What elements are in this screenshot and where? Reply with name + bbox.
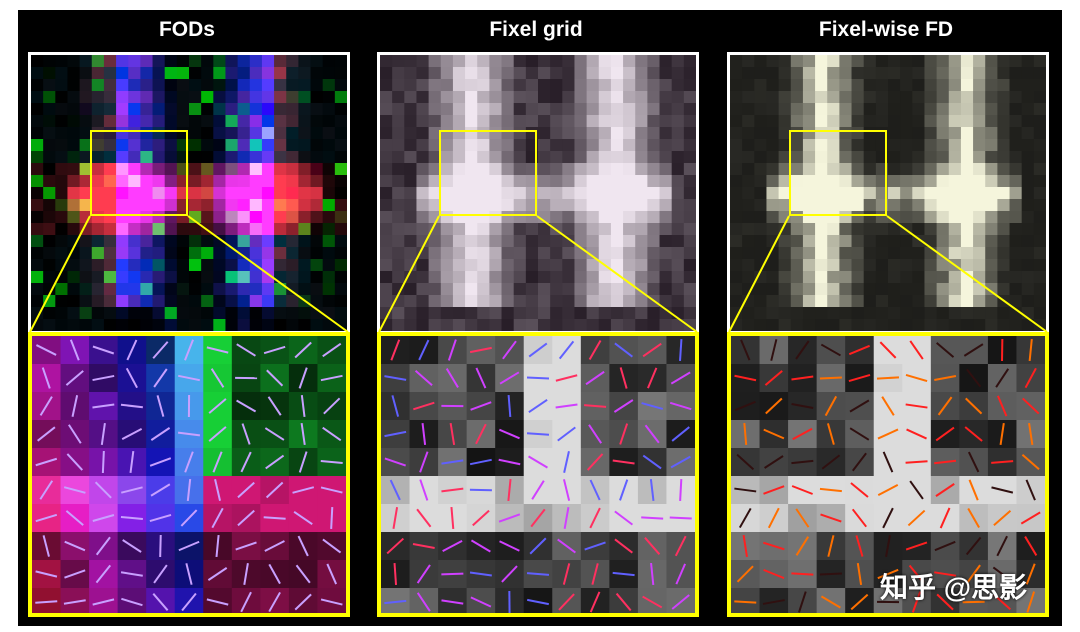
zoom-region-box — [789, 130, 887, 216]
zoom-region-box — [90, 130, 188, 216]
zoomed-detail-image — [377, 332, 699, 617]
zoomed-detail-image — [727, 332, 1049, 617]
panel-title: Fixel grid — [489, 18, 583, 41]
panel-title: FODs — [158, 18, 215, 41]
brain-overview-image — [377, 52, 699, 334]
zoomed-detail-image — [28, 332, 350, 617]
brain-overview-image — [727, 52, 1049, 334]
zoom-region-box — [439, 130, 537, 216]
panel-title: Fixel-wise FD — [818, 18, 954, 41]
brain-overview-image — [28, 52, 350, 334]
watermark: 知乎 @思影 — [880, 572, 1028, 603]
